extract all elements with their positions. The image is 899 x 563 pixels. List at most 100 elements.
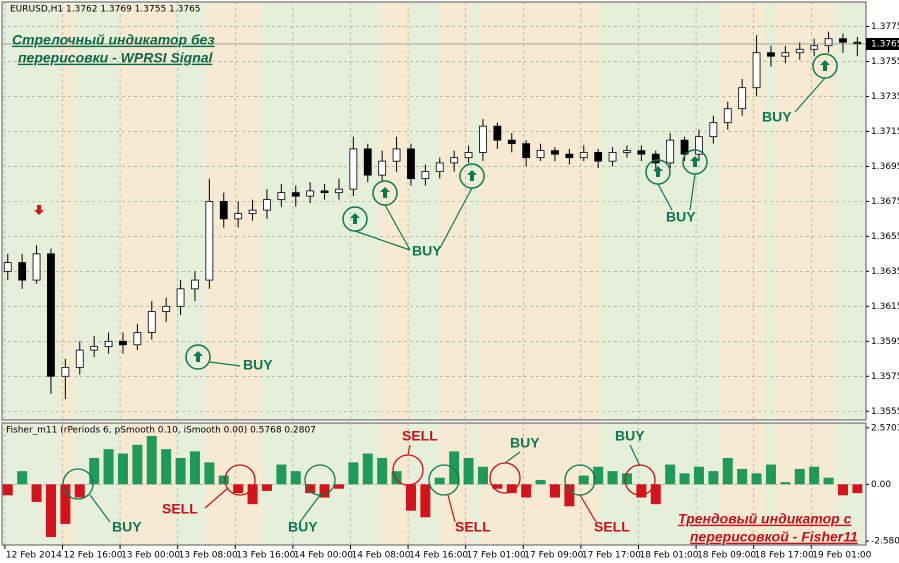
indicator-header: Fisher_m11 (rPeriods 6, pSmooth 0.10, iS… <box>6 426 316 436</box>
histogram-bar <box>708 471 719 485</box>
histogram-bar <box>146 435 157 485</box>
buy-arrow <box>653 166 663 177</box>
candle-body <box>248 209 257 215</box>
leader-line <box>504 451 521 464</box>
signal-label: SELL <box>594 519 630 535</box>
leader-line <box>657 183 673 211</box>
buy-arrow <box>467 170 477 181</box>
candle-body <box>407 148 415 180</box>
y-tick-label: 1.3775 <box>871 22 899 32</box>
candle-body <box>349 148 358 190</box>
x-tick-label: 18 Feb 09:00 <box>697 551 756 561</box>
signal-ring <box>62 468 94 500</box>
histogram-bar <box>593 466 604 485</box>
histogram-bar <box>161 449 172 485</box>
histogram-bar <box>693 466 704 485</box>
candle-body <box>234 213 243 220</box>
candle-body <box>464 152 473 159</box>
leader-line <box>384 204 411 251</box>
candle-body <box>536 150 545 159</box>
signal-label: SELL <box>402 428 438 444</box>
candle-body <box>695 136 703 155</box>
leader-line <box>689 173 696 211</box>
histogram-bar <box>2 484 13 496</box>
x-tick-label: 14 Feb 16:00 <box>409 551 468 561</box>
leader-line <box>89 494 111 523</box>
candle-body <box>104 340 113 347</box>
candle-body <box>479 125 487 153</box>
leader-line <box>629 444 641 467</box>
histogram-bar <box>506 484 517 494</box>
candle-body <box>723 108 732 124</box>
signal-ring <box>428 464 460 496</box>
buy-arrow <box>820 60 830 71</box>
histogram-bar <box>319 484 330 498</box>
wprsi-caption: Стрелочный индикатор без перерисовки - W… <box>12 32 215 66</box>
histogram-bar <box>89 457 100 485</box>
signal-label: BUY <box>615 428 645 444</box>
x-tick-label: 12 Feb 2014 <box>6 551 62 561</box>
y-tick-label: 1.3675 <box>871 197 899 207</box>
candle-body <box>551 150 559 155</box>
candle-body <box>752 52 761 89</box>
zone <box>120 3 176 419</box>
histogram-bar <box>405 484 416 511</box>
candle-body <box>176 288 185 307</box>
histogram-bar <box>765 464 776 485</box>
zone <box>380 3 410 419</box>
histogram-bar <box>521 484 532 498</box>
leader-line <box>579 494 597 523</box>
leader-line <box>299 494 321 523</box>
candle-body <box>147 311 156 333</box>
caption-line: Трендовый индикатор с <box>678 511 852 527</box>
histogram-bar <box>636 484 647 498</box>
histogram-bar <box>535 479 546 485</box>
signal-label: BUY <box>112 519 142 535</box>
candle-body <box>306 190 315 197</box>
candle-body <box>651 153 660 164</box>
candle-body <box>421 171 430 180</box>
candle-body <box>263 199 271 211</box>
caption-line: перерисовки - WPRSI Signal <box>18 50 214 66</box>
y-tick-label: 1.3735 <box>871 92 899 102</box>
histogram-bar <box>852 484 863 494</box>
histogram-bar <box>737 468 748 485</box>
candle-body <box>608 152 617 162</box>
candle-body <box>565 153 574 159</box>
signal-ring <box>224 464 256 496</box>
caption-line: перерисовкой - Fisher11 <box>690 529 858 545</box>
histogram-bar <box>17 471 28 485</box>
histogram-bar <box>290 471 301 485</box>
histogram-bar <box>607 471 618 485</box>
histogram-bar <box>348 462 359 485</box>
leader-line <box>447 494 456 523</box>
candle-body <box>133 332 142 346</box>
candle-body <box>435 162 444 173</box>
x-tick-label: 18 Feb 17:00 <box>755 551 814 561</box>
histogram-bar <box>650 484 661 505</box>
histogram-bar <box>218 475 229 485</box>
y-tick-label: 1.3635 <box>871 267 899 277</box>
candle-body <box>666 139 675 164</box>
histogram-bar <box>477 466 488 485</box>
candle-body <box>205 200 214 281</box>
buy-arrow <box>350 213 360 224</box>
y-tick-label: 0.00 <box>871 480 891 490</box>
candle-body <box>623 150 631 153</box>
candle-body <box>594 152 603 162</box>
y-tick-label: -2.5805 <box>871 537 899 547</box>
candle-body <box>493 125 502 141</box>
histogram-bar <box>305 484 316 494</box>
candle-body <box>191 279 199 290</box>
buy-label: BUY <box>666 209 696 225</box>
histogram-bar <box>722 457 733 485</box>
candle-body <box>18 262 27 281</box>
y-tick-label: 1.3575 <box>871 372 899 382</box>
signal-label: SELL <box>455 519 491 535</box>
histogram-bar <box>60 484 71 524</box>
candle-body <box>781 52 790 57</box>
buy-label: BUY <box>762 109 792 125</box>
histogram-bar <box>74 484 85 498</box>
histogram-bar <box>420 484 431 518</box>
